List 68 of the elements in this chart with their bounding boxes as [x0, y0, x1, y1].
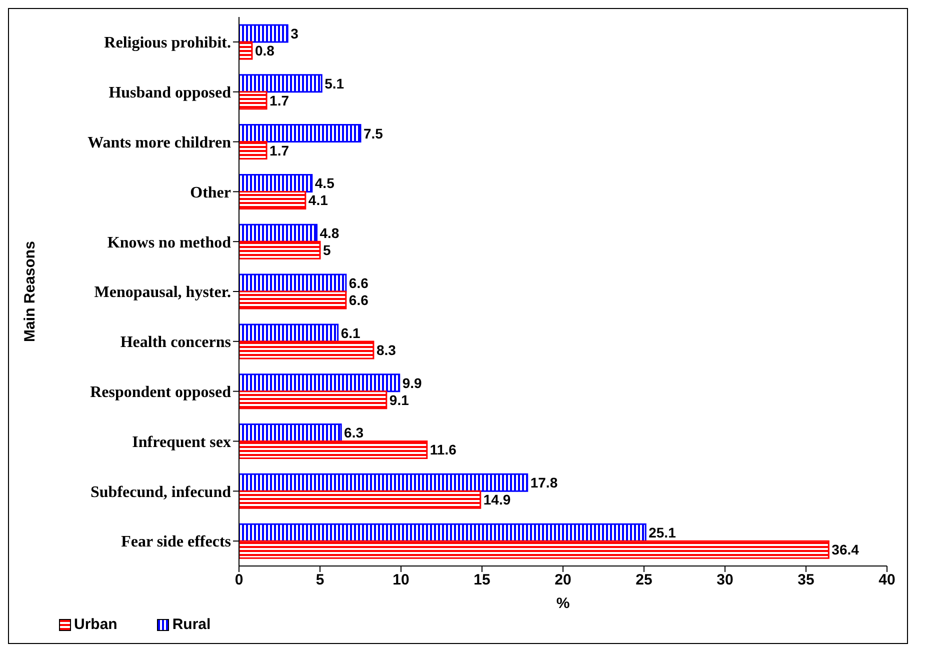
data-label: 8.3	[376, 342, 396, 358]
data-label: 6.6	[348, 275, 369, 291]
data-label: 5.1	[324, 75, 344, 92]
x-tick-label: 10	[392, 572, 410, 589]
y-tick-label: Knows no method	[107, 234, 232, 252]
y-tick-label: Husband opposed	[108, 84, 232, 102]
data-label: 17.8	[530, 474, 558, 491]
x-tick-label: 40	[878, 572, 896, 589]
x-tick-label: 15	[474, 572, 490, 589]
bar	[239, 124, 362, 143]
bar	[239, 240, 321, 260]
data-label: 9.9	[402, 374, 422, 391]
bar	[239, 190, 306, 210]
data-label: 7.5	[364, 125, 384, 142]
bar	[239, 490, 482, 509]
bar	[239, 324, 339, 342]
bar	[239, 74, 322, 93]
data-label: 6.6	[348, 292, 369, 308]
legend-label: Rural	[171, 616, 211, 633]
x-axis-title: %	[556, 595, 570, 612]
y-axis-title: Main Reasons	[21, 241, 38, 342]
bar	[239, 290, 347, 310]
data-label: 25.1	[648, 524, 676, 541]
data-label: 6.3	[344, 424, 364, 441]
bar	[239, 224, 318, 242]
data-label: 1.7	[270, 92, 290, 108]
bar	[239, 340, 374, 360]
data-label: 9.1	[389, 392, 410, 408]
bar	[239, 24, 288, 43]
data-label: 6.1	[340, 324, 360, 341]
x-tick-label: 5	[316, 572, 324, 589]
data-label: 1.7	[270, 142, 290, 158]
bar	[239, 174, 313, 192]
y-tick-label: Other	[190, 184, 231, 202]
bar	[239, 91, 268, 110]
y-tick-label: Wants more children	[88, 134, 232, 152]
y-tick-label: Health concerns	[120, 334, 231, 352]
data-label: 5	[323, 242, 331, 258]
y-tick-label: Fear side effects	[121, 534, 231, 551]
y-tick-label: Menopausal, hyster.	[94, 284, 231, 302]
y-tick-label: Religious prohibit.	[104, 34, 231, 52]
bar	[239, 41, 253, 60]
y-tick-label: Respondent opposed	[90, 384, 232, 401]
x-tick-label: 0	[234, 572, 244, 589]
data-label: 0.8	[254, 42, 275, 58]
y-tick-label: Subfecund, infecund	[90, 484, 232, 501]
bar	[239, 440, 428, 460]
data-label: 3	[290, 25, 299, 42]
bar	[239, 274, 347, 292]
data-label: 36.4	[832, 542, 860, 558]
x-tick-label: 35	[798, 572, 814, 589]
bar	[239, 374, 400, 392]
data-label: 11.6	[430, 442, 457, 458]
bar	[239, 390, 388, 410]
bar	[239, 473, 528, 492]
x-tick-label: 20	[554, 572, 572, 589]
data-label: 14.9	[483, 492, 511, 508]
bar	[239, 141, 268, 160]
x-tick-label: 30	[716, 572, 734, 589]
data-label: 4.1	[308, 192, 328, 208]
y-tick-label: Infrequent sex	[132, 434, 231, 451]
data-label: 4.8	[320, 225, 340, 242]
bar	[239, 540, 830, 559]
bar	[239, 523, 646, 542]
legend-label: Urban	[73, 616, 118, 633]
bar	[239, 424, 342, 442]
x-tick-label: 25	[636, 572, 652, 589]
data-label: 4.5	[314, 175, 335, 192]
